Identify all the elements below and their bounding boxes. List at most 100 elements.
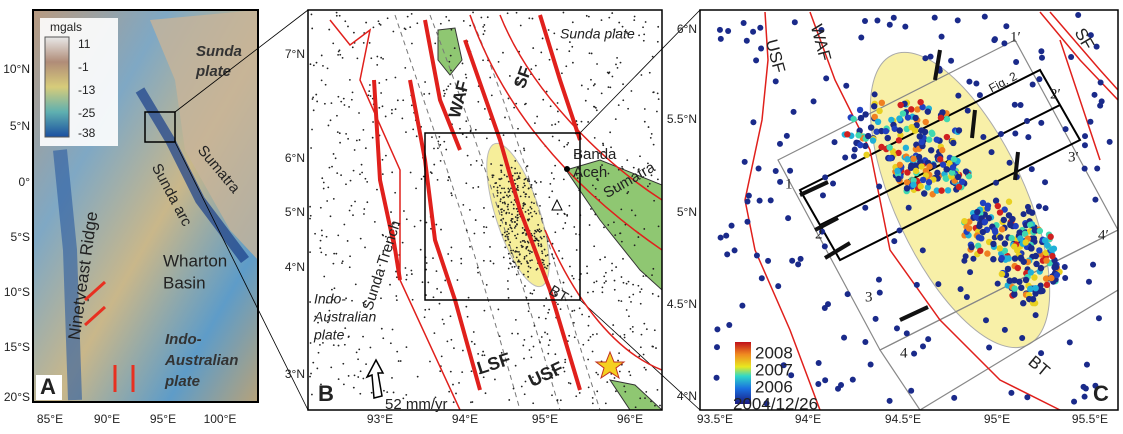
- event-dot: [509, 189, 511, 191]
- lat-label: 6°N: [677, 22, 697, 36]
- event-dot: [333, 198, 335, 200]
- event-dot: [917, 133, 923, 139]
- event-dot: [588, 316, 590, 318]
- event-dot: [528, 250, 530, 252]
- annotation: Fig. 2: [986, 69, 1019, 96]
- event-dot: [1011, 285, 1017, 291]
- event-dot: [348, 106, 350, 108]
- event-dot: [359, 393, 361, 395]
- event-dot: [929, 131, 935, 137]
- event-dot: [983, 317, 989, 323]
- event-dot: [347, 240, 349, 242]
- event-dot: [437, 141, 439, 143]
- event-dot: [514, 251, 516, 253]
- event-dot: [1038, 120, 1044, 126]
- event-dot: [1062, 275, 1068, 281]
- event-dot: [508, 98, 510, 100]
- event-dot: [912, 115, 918, 121]
- lat-label: 6°N: [285, 151, 305, 165]
- lat-label: 15°S: [4, 340, 30, 354]
- event-dot: [353, 387, 355, 389]
- event-dot: [544, 332, 546, 334]
- event-dot: [358, 348, 360, 350]
- event-dot: [351, 205, 353, 207]
- event-dot: [328, 125, 330, 127]
- event-dot: [359, 173, 361, 175]
- event-dot: [448, 20, 450, 22]
- event-dot: [531, 202, 533, 204]
- event-dot: [471, 341, 473, 343]
- event-dot: [596, 280, 598, 282]
- event-dot: [336, 172, 338, 174]
- event-dot: [397, 99, 399, 101]
- event-dot: [436, 270, 438, 272]
- event-dot: [967, 269, 973, 275]
- event-dot: [321, 235, 323, 237]
- event-dot: [323, 276, 325, 278]
- event-dot: [628, 371, 630, 373]
- event-dot: [614, 377, 616, 379]
- event-dot: [628, 315, 630, 317]
- event-dot: [1006, 278, 1012, 284]
- event-dot: [511, 266, 513, 268]
- event-dot: [398, 360, 400, 362]
- event-dot: [549, 183, 551, 185]
- event-dot: [519, 177, 521, 179]
- event-dot: [557, 102, 559, 104]
- event-dot: [541, 252, 543, 254]
- event-dot: [322, 65, 324, 67]
- event-dot: [511, 221, 513, 223]
- event-dot: [350, 180, 352, 182]
- event-dot: [876, 277, 882, 283]
- event-dot: [321, 177, 323, 179]
- event-dot: [353, 170, 355, 172]
- event-dot: [354, 201, 356, 203]
- event-dot: [500, 171, 502, 173]
- event-dot: [380, 24, 382, 26]
- event-dot: [618, 104, 620, 106]
- event-dot: [641, 288, 643, 290]
- event-dot: [601, 286, 603, 288]
- event-dot: [339, 49, 341, 51]
- event-dot: [504, 191, 506, 193]
- event-dot: [486, 226, 488, 228]
- event-dot: [1048, 275, 1054, 281]
- event-dot: [611, 263, 613, 265]
- event-dot: [546, 268, 548, 270]
- event-dot: [651, 133, 653, 135]
- event-dot: [1015, 265, 1021, 271]
- event-dot: [1017, 235, 1023, 241]
- event-dot: [643, 40, 645, 42]
- event-dot: [773, 168, 779, 174]
- event-dot: [513, 388, 515, 390]
- event-dot: [744, 219, 750, 225]
- event-dot: [363, 213, 365, 215]
- event-dot: [652, 268, 654, 270]
- event-dot: [872, 91, 878, 97]
- event-dot: [522, 205, 524, 207]
- event-dot: [328, 29, 330, 31]
- event-dot: [506, 194, 508, 196]
- event-dot: [643, 323, 645, 325]
- event-dot: [509, 241, 511, 243]
- event-dot: [482, 59, 484, 61]
- event-dot: [524, 393, 526, 395]
- event-dot: [1027, 286, 1033, 292]
- event-dot: [609, 86, 611, 88]
- event-dot: [507, 196, 509, 198]
- event-dot: [554, 123, 556, 125]
- event-dot: [469, 25, 471, 27]
- event-dot: [632, 326, 634, 328]
- event-dot: [411, 43, 413, 45]
- event-dot: [1024, 118, 1030, 124]
- event-dot: [513, 107, 515, 109]
- event-dot: [523, 339, 525, 341]
- event-dot: [417, 376, 419, 378]
- event-dot: [514, 160, 516, 162]
- event-dot: [951, 395, 957, 401]
- event-dot: [492, 176, 494, 178]
- event-dot: [515, 237, 517, 239]
- event-dot: [976, 223, 982, 229]
- event-dot: [522, 207, 524, 209]
- event-dot: [450, 339, 452, 341]
